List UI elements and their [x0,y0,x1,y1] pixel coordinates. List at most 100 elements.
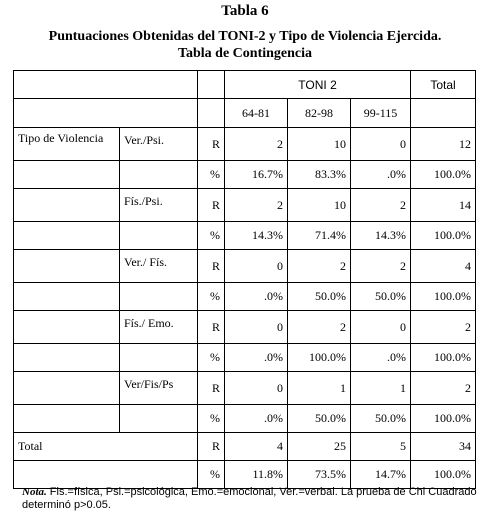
header-blank-small [197,70,225,99]
category-cell [13,343,120,372]
measure-tag: % [197,460,225,489]
table-row: Ver./ Fís. R 0 2 2 4 [13,249,477,283]
value-cell: 10 [287,188,351,222]
measure-tag: % [197,160,225,189]
table-row: % .0% 50.0% 50.0% 100.0% [13,282,477,311]
category-label: Tipo de Violencia [13,127,120,161]
total-value-cell: 73.5% [287,460,351,489]
total-value-cell: 25 [287,432,351,461]
value-cell: 2 [224,127,288,161]
range-99-115: 99-115 [349,98,412,128]
value-cell: 2 [349,249,412,283]
category-cell [13,282,120,311]
header-total: Total [410,70,477,99]
total-value-cell: 14.7% [349,460,412,489]
value-cell: 0 [224,249,288,283]
value-cell: .0% [349,343,412,372]
table-row: Fís./Psi. R 2 10 2 14 [13,188,477,222]
total-label-cell [13,460,198,489]
table-row: Fís./ Emo. R 0 2 0 2 [13,310,477,344]
value-cell: 4 [410,249,477,283]
measure-tag: R [197,127,225,161]
category-cell [13,371,120,405]
value-cell: 2 [410,371,477,405]
table-row: % .0% 100.0% .0% 100.0% [13,343,477,372]
measure-tag: % [197,343,225,372]
value-cell: 2 [287,310,351,344]
value-cell: .0% [349,160,412,189]
value-cell: .0% [224,343,288,372]
range-64-81: 64-81 [224,98,288,128]
category-cell [13,221,120,250]
category-cell [13,310,120,344]
violence-type-cell [119,160,198,189]
category-cell [13,404,120,433]
value-cell: 2 [224,188,288,222]
value-cell: 16.7% [224,160,288,189]
measure-tag: R [197,249,225,283]
header-row: TONI 2 Total [13,70,477,99]
measure-tag: % [197,404,225,433]
ranges-row: 64-81 82-98 99-115 [13,98,477,128]
violence-type-cell [119,282,198,311]
header-blank [13,70,198,99]
ranges-blank-small [197,98,225,128]
value-cell: 100.0% [410,343,477,372]
note-lead: Nota. [22,486,47,498]
table-row: Tipo de Violencia Ver./Psi. R 2 10 0 12 [13,127,477,161]
value-cell: 50.0% [349,282,412,311]
value-cell: 14.3% [349,221,412,250]
table-subtitle-line2: Tabla de Contingencia [177,46,313,61]
measure-tag: R [197,371,225,405]
violence-type-label: Fís./Psi. [119,188,198,222]
violence-type-label: Fís./ Emo. [119,310,198,344]
table-subtitle-line1: Puntuaciones Obtenidas del TONI-2 y Tipo… [48,29,442,44]
total-value-cell: 5 [349,432,412,461]
table-row: % 14.3% 71.4% 14.3% 100.0% [13,221,477,250]
value-cell: 100.0% [410,404,477,433]
violence-type-cell [119,404,198,433]
header-toni: TONI 2 [223,70,412,99]
ranges-blank [13,98,198,128]
value-cell: 2 [287,249,351,283]
total-value-cell: 100.0% [410,460,477,489]
table-row: % .0% 50.0% 50.0% 100.0% [13,404,477,433]
violence-type-label: Ver./ Fís. [119,249,198,283]
violence-type-cell [119,343,198,372]
note-text: Fis.=física, Psi.=psicológica, Emo.=emoc… [22,486,477,511]
value-cell: 0 [349,127,412,161]
value-cell: 14.3% [224,221,288,250]
value-cell: 83.3% [287,160,351,189]
total-row: % 11.8% 73.5% 14.7% 100.0% [13,460,477,489]
value-cell: .0% [224,404,288,433]
measure-tag: R [197,432,225,461]
value-cell: 71.4% [287,221,351,250]
value-cell: 50.0% [349,404,412,433]
table-row: Ver/Fis/Ps R 0 1 1 2 [13,371,477,405]
measure-tag: % [197,221,225,250]
value-cell: 0 [224,310,288,344]
value-cell: 14 [410,188,477,222]
value-cell: 0 [224,371,288,405]
value-cell: 100.0% [410,221,477,250]
range-82-98: 82-98 [287,98,351,128]
value-cell: 12 [410,127,477,161]
value-cell: 50.0% [287,404,351,433]
value-cell: 1 [287,371,351,405]
measure-tag: R [197,310,225,344]
value-cell: 50.0% [287,282,351,311]
category-cell [13,188,120,222]
total-value-cell: 11.8% [224,460,288,489]
table-row: % 16.7% 83.3% .0% 100.0% [13,160,477,189]
value-cell: 100.0% [287,343,351,372]
value-cell: 1 [349,371,412,405]
value-cell: 100.0% [410,282,477,311]
violence-type-label: Ver/Fis/Ps [119,371,198,405]
category-cell [13,249,120,283]
violence-type-label: Ver./Psi. [119,127,198,161]
value-cell: 10 [287,127,351,161]
category-cell [13,160,120,189]
value-cell: 100.0% [410,160,477,189]
ranges-blank-total [410,98,477,128]
table-title: Tabla 6 [221,3,269,19]
